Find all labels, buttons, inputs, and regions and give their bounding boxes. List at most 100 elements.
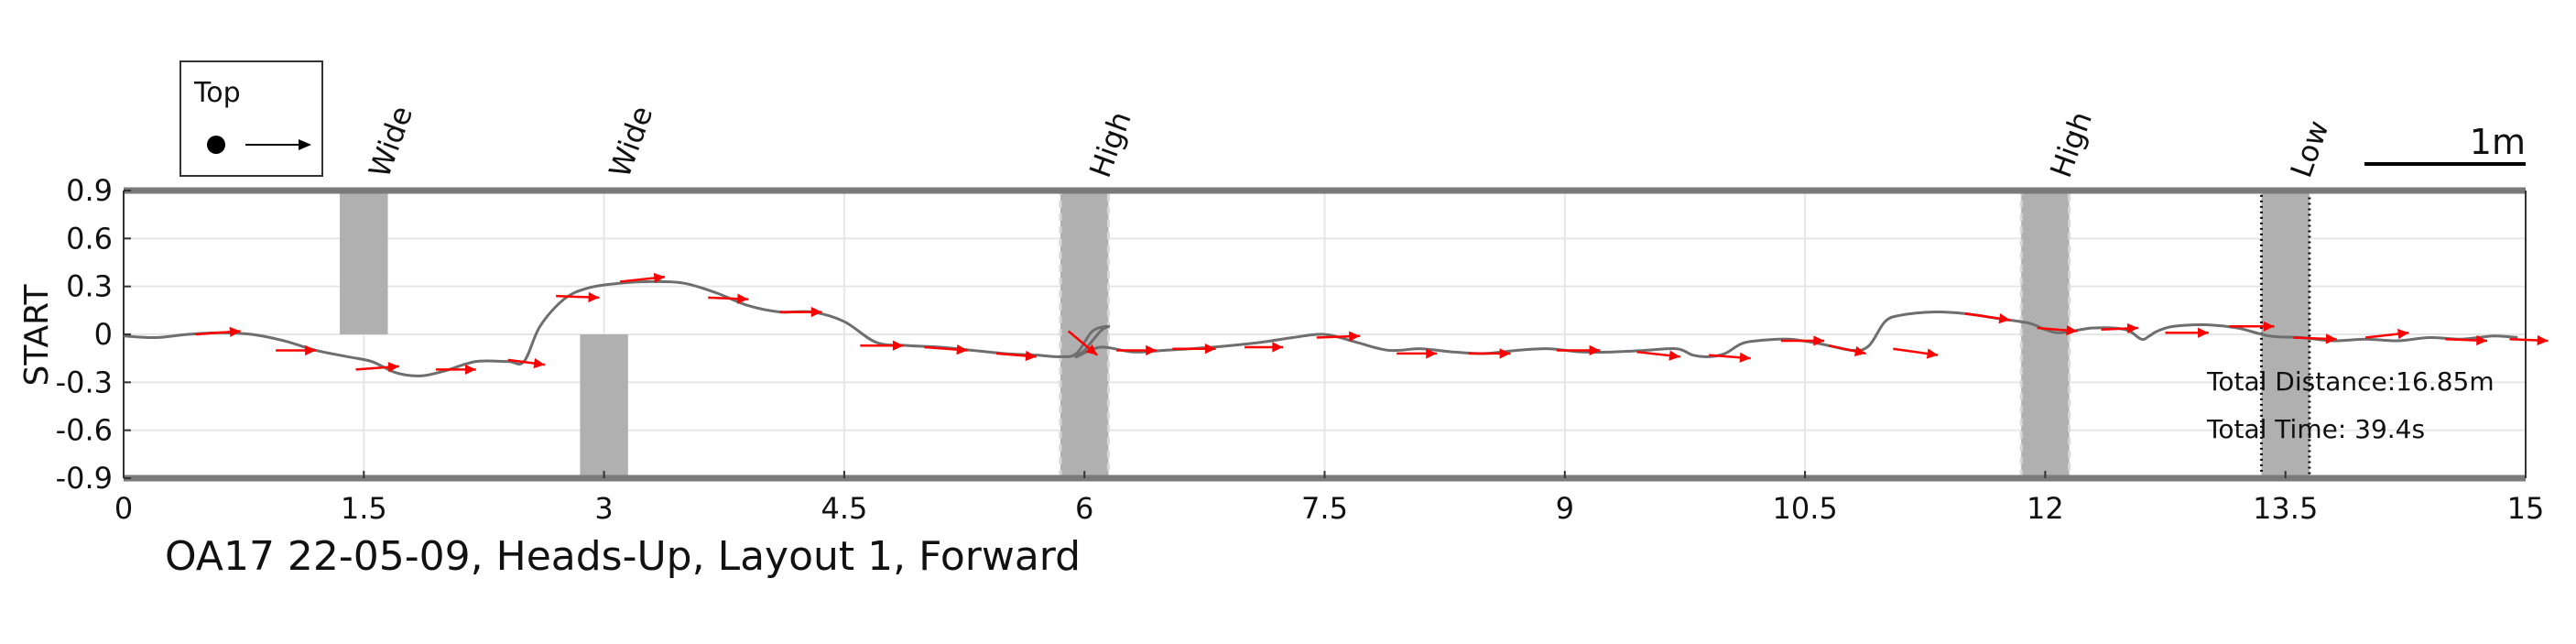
heading-arrow — [2037, 324, 2078, 336]
heading-arrow — [1964, 312, 2011, 324]
heading-arrow — [1397, 348, 1437, 359]
scale-bar: 1m — [2364, 122, 2526, 166]
heading-arrow-head — [1426, 348, 1437, 359]
heading-arrow-head — [2325, 333, 2337, 344]
heading-arrow-head — [1349, 331, 1360, 342]
y-tick-label: 0 — [94, 317, 113, 352]
legend-arrow-head — [299, 139, 311, 150]
trajectory-line — [123, 279, 2518, 377]
heading-arrow-head — [1499, 348, 1511, 359]
legend-box — [179, 60, 323, 177]
heading-arrow — [556, 291, 600, 303]
legend-title: Top — [193, 77, 241, 109]
heading-arrow — [1172, 344, 1216, 355]
total-time-annotation: Total Time: 39.4s — [2206, 414, 2425, 444]
heading-arrow-head — [2537, 334, 2549, 346]
x-tick-label: 6 — [1075, 491, 1093, 526]
heading-arrow-head — [588, 291, 600, 303]
heading-arrow — [860, 340, 904, 351]
heading-arrow — [276, 344, 316, 356]
heading-arrow-head — [1813, 335, 1825, 346]
heading-arrow-head — [2066, 324, 2078, 336]
heading-arrow-head — [1668, 350, 1680, 361]
obstacle-low-5 — [2259, 189, 2311, 480]
total-distance-annotation: Total Distance:16.85m — [2206, 366, 2494, 397]
obstacle-label-5: Low — [2284, 116, 2336, 182]
heading-arrow-head — [2397, 328, 2409, 340]
heading-arrow — [435, 364, 476, 376]
obstacle-label-1: Wide — [362, 102, 419, 182]
heading-arrow-head — [2126, 322, 2138, 334]
axis-ticks: 0 1.5 3 4.5 6 7.5 9 10.5 12 13.5 15 0.9 0.6 0.3 0 -0.3 -… — [56, 173, 2545, 526]
heading-arrow-head — [737, 293, 748, 304]
y-tick-label: 0.3 — [66, 269, 113, 304]
heading-arrow — [1316, 331, 1361, 342]
x-tick-label: 12 — [2027, 491, 2064, 526]
heading-arrow-head — [1272, 342, 1284, 353]
heading-arrow — [1780, 335, 1825, 346]
heading-arrow-head — [1146, 344, 1157, 356]
heading-arrow — [708, 293, 749, 304]
heading-arrow-head — [305, 344, 316, 356]
heading-arrow-head — [2263, 321, 2275, 332]
x-tick-label: 9 — [1556, 491, 1574, 526]
heading-arrow — [995, 350, 1037, 362]
heading-arrow-head — [1025, 350, 1037, 362]
heading-arrow-head — [387, 362, 399, 373]
heading-arrow — [779, 306, 822, 318]
heading-arrow — [2165, 327, 2209, 338]
heading-arrow — [924, 344, 968, 355]
heading-arrow — [1245, 342, 1284, 353]
heading-arrow-head — [1739, 352, 1751, 363]
heading-arrow — [2101, 322, 2138, 334]
obstacle-wide-1 — [340, 191, 388, 334]
legend: Top — [179, 60, 323, 177]
scale-bar-label: 1m — [2470, 122, 2526, 162]
heading-arrow-head — [2198, 327, 2209, 338]
heading-arrow — [1067, 330, 1098, 356]
heading-arrow-head — [653, 272, 666, 284]
heading-arrow — [1893, 347, 1939, 359]
heading-arrow-head — [1926, 348, 1939, 359]
heading-arrow — [1829, 344, 1866, 356]
heading-arrow — [507, 358, 546, 369]
heading-arrow — [1709, 352, 1751, 363]
heading-arrow — [195, 326, 241, 337]
heading-arrow — [2229, 321, 2275, 332]
heading-arrow-head — [1853, 345, 1866, 356]
heading-arrow — [1116, 344, 1157, 356]
heading-arrow — [2293, 333, 2337, 344]
y-tick-label: 0.9 — [66, 173, 113, 208]
x-tick-label: 10.5 — [1772, 491, 1837, 526]
heading-arrow — [2509, 334, 2549, 346]
heading-arrow-head — [956, 344, 968, 355]
obstacle-wide-2 — [580, 334, 628, 478]
heading-arrow-head — [810, 306, 822, 318]
x-tick-label: 15 — [2507, 491, 2545, 526]
heading-arrow-head — [892, 340, 904, 351]
y-axis-label: START — [18, 283, 56, 386]
x-tick-label: 1.5 — [341, 491, 387, 526]
heading-arrow — [1636, 350, 1680, 361]
y-tick-label: 0.6 — [66, 221, 113, 256]
obstacle-label-2: Wide — [602, 102, 659, 182]
obstacle-label-4: High — [2043, 107, 2099, 182]
x-tick-label: 3 — [594, 491, 613, 526]
obstacle-labels: Wide Wide High High Low — [362, 102, 2336, 182]
y-tick-label: -0.9 — [56, 461, 113, 496]
x-tick-label: 7.5 — [1301, 491, 1348, 526]
heading-arrow-head — [1589, 344, 1601, 356]
heading-arrow — [1557, 344, 1601, 356]
obstacles — [340, 189, 2311, 480]
heading-arrow-head — [229, 326, 241, 337]
heading-arrow-head — [1204, 344, 1216, 355]
obstacle-high-4 — [2019, 189, 2071, 480]
x-tick-label: 0 — [114, 491, 133, 526]
legend-marker-dot — [207, 136, 225, 154]
obstacle-label-3: High — [1082, 107, 1138, 182]
y-tick-label: -0.6 — [56, 413, 113, 448]
heading-arrow — [1468, 348, 1511, 359]
heading-arrow-head — [1998, 313, 2010, 324]
chart-caption: OA17 22-05-09, Heads-Up, Layout 1, Forwa… — [165, 533, 1081, 580]
